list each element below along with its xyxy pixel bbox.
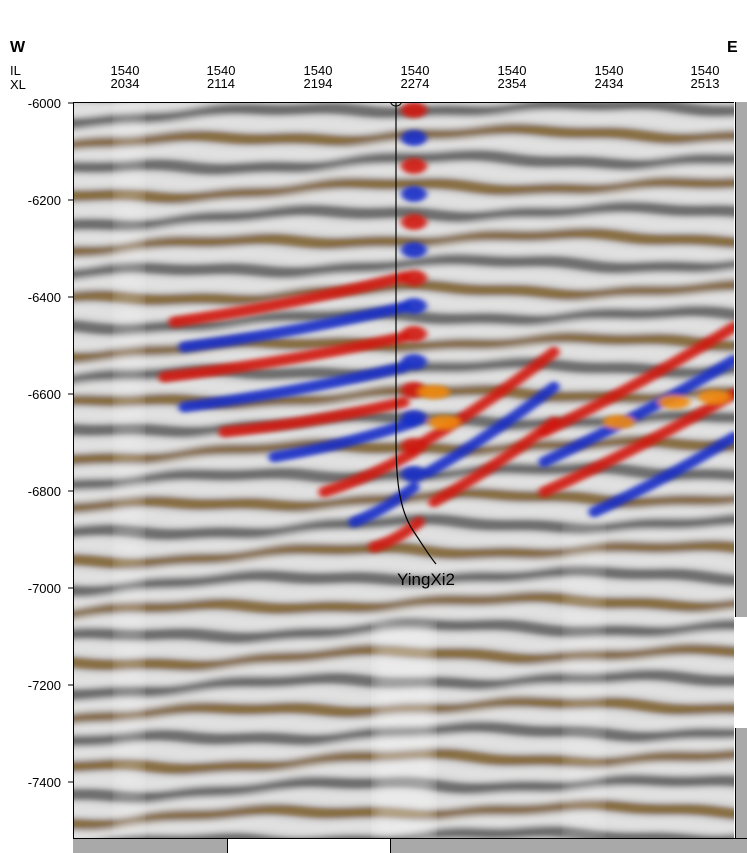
amplitude-blob <box>401 326 427 342</box>
inline-number: 1540 <box>303 63 333 78</box>
amplitude-reflector <box>318 446 420 498</box>
amplitude-reflector <box>218 396 410 438</box>
reflector-band <box>74 240 734 270</box>
depth-tick-label: -6600 <box>27 387 61 402</box>
amplitude-blob <box>401 186 427 202</box>
amplitude-blob <box>401 242 427 258</box>
amplitude-blob <box>401 438 427 454</box>
inline-number: 1540 <box>206 63 236 78</box>
crossline-number: 2114 <box>207 76 235 91</box>
amplitude-highlight <box>698 390 730 404</box>
depth-tick-label: -6000 <box>27 96 61 111</box>
reflector-band <box>74 278 734 307</box>
seismic-section[interactable] <box>74 102 734 838</box>
depth-tick-label: -7200 <box>27 678 61 693</box>
vertical-scrollbar-thumb[interactable] <box>735 617 747 728</box>
amplitude-reflector <box>178 301 410 353</box>
amplitude-reflector <box>368 516 425 553</box>
amplitude-blob <box>401 270 427 286</box>
amplitude-reflector <box>538 388 734 498</box>
amplitude-highlight <box>603 415 635 429</box>
well-name-label: YingXi2 <box>397 570 455 589</box>
reflector-band <box>74 176 734 205</box>
inline-row-label: IL <box>10 63 21 78</box>
trace-header-column: 1540 2194 <box>288 64 348 90</box>
amplitude-reflector <box>538 354 734 468</box>
depth-tick-label: -6800 <box>27 484 61 499</box>
reflector-band <box>74 397 734 425</box>
crossline-number: 2513 <box>690 76 720 91</box>
reflector-band <box>74 110 734 142</box>
amplitude-reflector <box>268 416 420 463</box>
reflector-band <box>74 369 734 396</box>
depth-tick-label: -6400 <box>27 290 61 305</box>
reflector-band <box>74 760 734 790</box>
amplitude-reflector <box>348 481 420 528</box>
reflector-band <box>74 253 734 281</box>
amplitude-reflector <box>588 431 734 518</box>
inline-number: 1540 <box>594 63 624 78</box>
depth-tick-marks <box>68 102 74 783</box>
amplitude-blob <box>401 158 427 174</box>
trace-header-column: 1540 2114 <box>191 64 251 90</box>
inline-number: 1540 <box>497 63 527 78</box>
inline-number: 1540 <box>110 63 140 78</box>
amplitude-reflector <box>538 321 734 438</box>
horizontal-scrollbar-track-left[interactable] <box>73 838 227 853</box>
reflector-band <box>74 525 734 556</box>
east-direction-label: E <box>727 39 738 56</box>
amplitude-reflector <box>418 346 560 448</box>
crossline-number: 2354 <box>497 76 527 91</box>
depth-tick-label: -6200 <box>27 193 61 208</box>
horizontal-scrollbar-thumb[interactable] <box>227 838 390 853</box>
crossline-number: 2194 <box>303 76 333 91</box>
crossline-row-label: XL <box>10 77 26 92</box>
reflector-band <box>74 200 734 232</box>
amplitude-blob <box>401 410 427 426</box>
amplitude-blob <box>401 214 427 230</box>
well-trajectory <box>395 102 437 565</box>
amplitude-blob <box>401 354 427 370</box>
depth-tick-label: -7400 <box>27 775 61 790</box>
reflector-band <box>74 188 734 219</box>
amplitude-highlight <box>428 415 460 429</box>
wellhead-marker <box>389 102 403 107</box>
trace-header-column: 1540 2513 <box>675 64 735 90</box>
trace-header-column: 1540 2354 <box>482 64 542 90</box>
depth-tick-label: -7000 <box>27 581 61 596</box>
reflector-band <box>74 421 734 452</box>
west-direction-label: W <box>10 39 26 56</box>
trace-header-column: 1540 2274 <box>385 64 445 90</box>
inline-number: 1540 <box>690 63 720 78</box>
reflector-band <box>74 162 734 191</box>
reflector-band <box>74 135 734 161</box>
amplitude-blob <box>401 130 427 146</box>
trace-header-column: 1540 2434 <box>579 64 639 90</box>
reflector-band <box>74 747 734 776</box>
amplitude-reflector <box>168 271 410 328</box>
amplitude-blob <box>401 298 427 314</box>
crossline-number: 2434 <box>594 76 624 91</box>
crossline-number: 2034 <box>110 76 140 91</box>
horizontal-scrollbar-track-right[interactable] <box>390 838 747 853</box>
trace-header-column: 1540 2034 <box>95 64 155 90</box>
amplitude-blob <box>401 102 427 118</box>
reflector-band <box>74 213 734 245</box>
amplitude-blob <box>401 466 427 482</box>
reflector-band <box>74 226 734 258</box>
amplitude-reflector <box>423 381 560 478</box>
amplitude-highlight <box>418 385 450 399</box>
reflector-band <box>74 102 734 131</box>
amplitude-reflector <box>158 331 410 383</box>
reflector-band <box>74 630 734 659</box>
amplitude-reflector <box>178 361 410 413</box>
inline-number: 1540 <box>400 63 430 78</box>
amplitude-highlight <box>658 395 690 409</box>
crossline-number: 2274 <box>400 76 430 91</box>
